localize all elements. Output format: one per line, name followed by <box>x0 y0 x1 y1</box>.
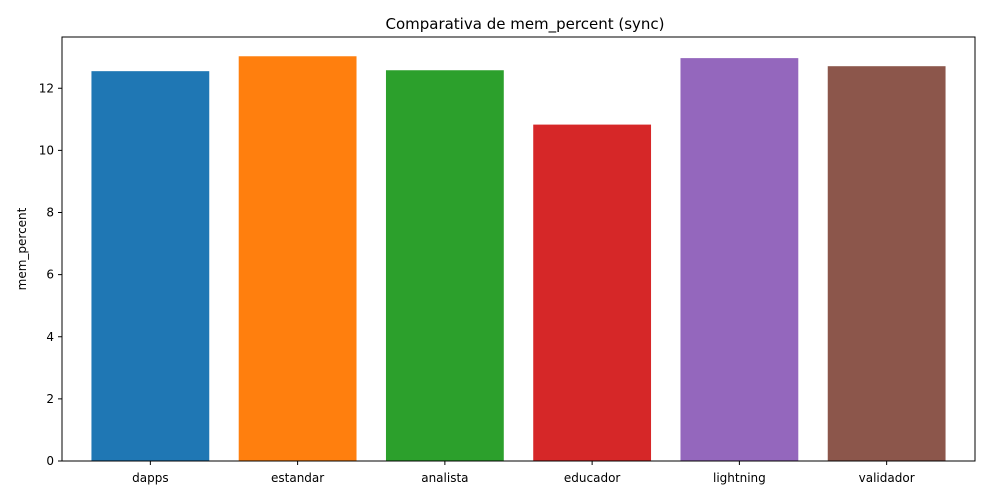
x-tick-label: lightning <box>713 471 766 485</box>
y-tick-label: 8 <box>46 206 54 220</box>
x-tick-label: validador <box>859 471 915 485</box>
x-tick-label: educador <box>564 471 621 485</box>
chart-title: Comparativa de mem_percent (sync) <box>385 15 664 34</box>
x-tick-label: dapps <box>132 471 168 485</box>
plot-frame <box>61 36 976 462</box>
y-tick-label: 0 <box>46 454 54 468</box>
y-axis-ticks: 0 2 4 6 8 10 12 <box>39 81 62 468</box>
bar-dapps <box>91 71 210 462</box>
x-tick-label: estandar <box>271 471 324 485</box>
y-tick-label: 12 <box>39 81 54 95</box>
bar-analista <box>385 70 504 462</box>
bars-group <box>91 56 946 462</box>
x-tick-label: analista <box>421 471 468 485</box>
y-axis-label: mem_percent <box>15 207 29 290</box>
bar-estandar <box>238 56 357 461</box>
y-tick-label: 2 <box>46 392 54 406</box>
bar-lightning <box>680 58 799 462</box>
bar-validador <box>827 66 946 461</box>
y-tick-label: 10 <box>39 143 54 157</box>
x-axis-ticks: dapps estandar analista educador lightning va… <box>132 461 915 485</box>
y-tick-label: 6 <box>46 268 54 282</box>
bar-educador <box>533 124 652 461</box>
y-tick-label: 4 <box>46 330 54 344</box>
